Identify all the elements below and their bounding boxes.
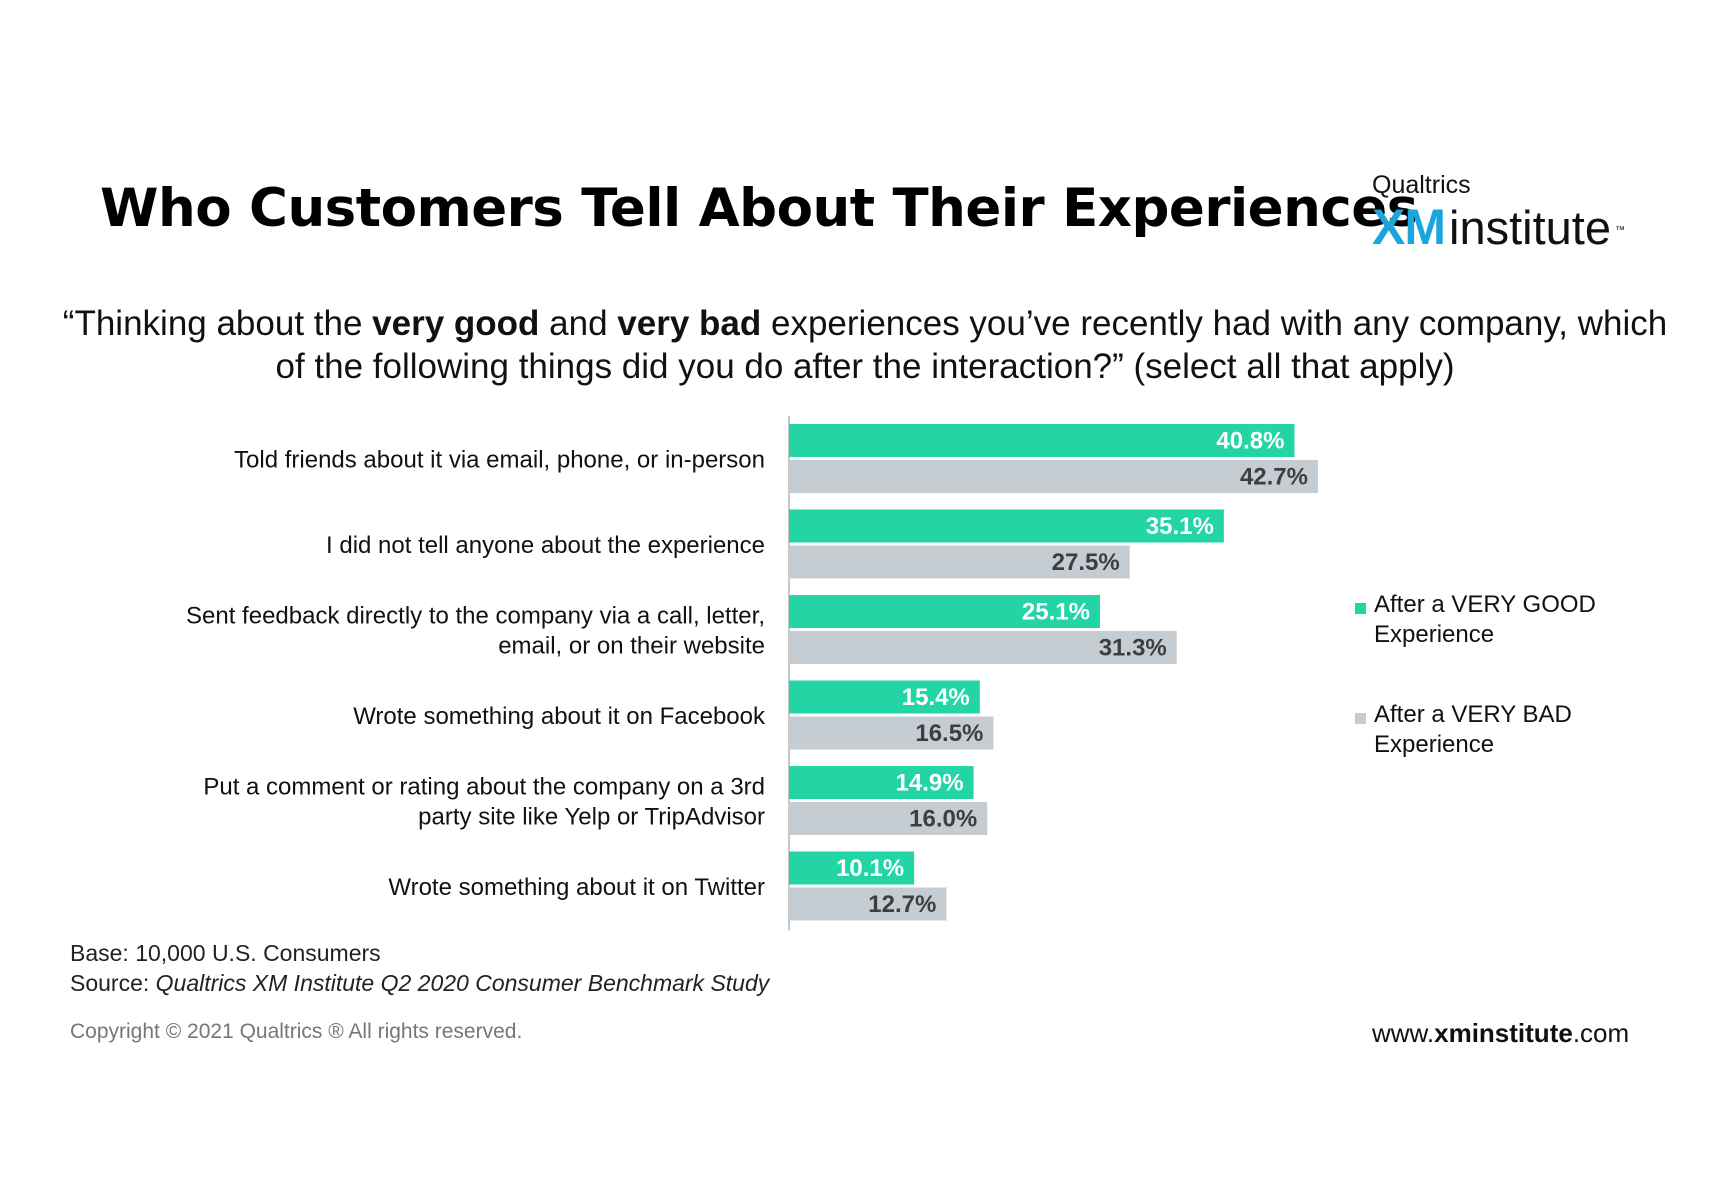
survey-question: “Thinking about the very good and very b… xyxy=(60,302,1670,388)
logo-qualtrics-text: Qualtrics xyxy=(1372,171,1471,199)
logo-wordmark: XMinstitute ™ xyxy=(1372,199,1625,267)
bar-very-good xyxy=(789,766,974,799)
question-bold-very-good: very good xyxy=(372,304,540,343)
bar-very-bad xyxy=(789,716,994,750)
logo-xm-text: XM xyxy=(1372,199,1446,255)
xm-institute-logo: Qualtrics XMinstitute ™ xyxy=(1372,170,1625,267)
data-label: 35.1% xyxy=(1146,513,1214,540)
legend-label: Experience xyxy=(1374,731,1494,758)
category-label: I did not tell anyone about the experien… xyxy=(326,532,765,559)
bar-very-bad xyxy=(789,887,947,921)
category-label: party site like Yelp or TripAdvisor xyxy=(418,804,765,831)
bar-very-good xyxy=(789,509,1224,543)
data-label: 16.0% xyxy=(909,806,977,833)
data-label: 10.1% xyxy=(836,855,904,882)
category-label: Wrote something about it on Facebook xyxy=(353,703,766,730)
copyright-note: Copyright © 2021 Qualtrics ® All rights … xyxy=(70,1020,523,1043)
category-label: Wrote something about it on Twitter xyxy=(388,874,765,901)
category-label: Sent feedback directly to the company vi… xyxy=(186,603,765,630)
source-label: Source: xyxy=(70,970,156,996)
data-label: 27.5% xyxy=(1052,549,1120,576)
bar-very-good xyxy=(789,680,980,714)
legend-swatch xyxy=(1355,603,1366,614)
bar-very-bad xyxy=(789,631,1177,664)
data-label: 40.8% xyxy=(1216,428,1284,455)
legend-label: Experience xyxy=(1374,621,1494,648)
base-note: Base: 10,000 U.S. Consumers xyxy=(70,940,381,966)
url-suffix: .com xyxy=(1572,1018,1630,1048)
category-label: Told friends about it via email, phone, … xyxy=(234,447,765,474)
logo-trademark: ™ xyxy=(1614,225,1625,236)
data-label: 31.3% xyxy=(1099,635,1167,662)
data-label: 42.7% xyxy=(1240,464,1308,491)
bar-very-bad xyxy=(789,802,988,835)
legend-label: After a VERY BAD xyxy=(1374,701,1572,728)
bar-very-bad xyxy=(789,460,1318,493)
question-bold-very-bad: very bad xyxy=(617,304,762,343)
data-label: 14.9% xyxy=(896,770,964,797)
data-label: 15.4% xyxy=(902,684,970,711)
category-label: email, or on their website xyxy=(498,633,765,660)
url-prefix: www. xyxy=(1372,1018,1435,1048)
bar-very-good xyxy=(789,595,1100,628)
page-title: Who Customers Tell About Their Experienc… xyxy=(100,178,1418,239)
source-title: Qualtrics XM Institute Q2 2020 Consumer … xyxy=(155,970,770,996)
logo-institute-text: institute xyxy=(1449,201,1611,254)
category-label: Put a comment or rating about the compan… xyxy=(203,774,765,801)
bar-very-good xyxy=(789,851,915,885)
bar-very-bad xyxy=(789,545,1130,579)
data-label: 16.5% xyxy=(915,720,983,747)
bar-very-good xyxy=(789,424,1295,457)
data-label: 25.1% xyxy=(1022,599,1090,626)
website-link[interactable]: www.xminstitute.com xyxy=(1372,1018,1629,1049)
question-text-3: experiences you’ve recently had with any… xyxy=(275,304,1668,386)
source-note: Source: Qualtrics XM Institute Q2 2020 C… xyxy=(70,970,769,997)
question-text-2: and xyxy=(539,304,618,343)
url-domain: xminstitute xyxy=(1434,1018,1573,1048)
question-text-1: “Thinking about the xyxy=(62,304,373,343)
legend-label: After a VERY GOOD xyxy=(1374,591,1596,618)
legend-swatch xyxy=(1355,713,1366,724)
data-label: 12.7% xyxy=(868,891,936,918)
